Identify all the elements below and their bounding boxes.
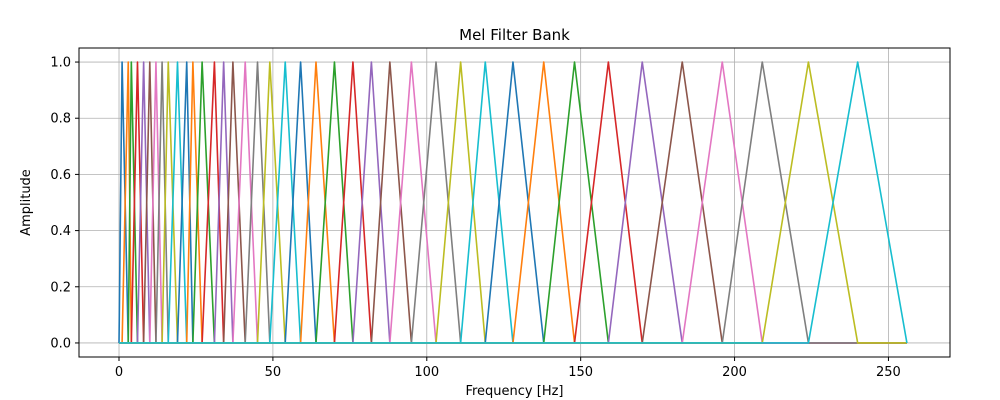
filter-line-27 [119,61,907,344]
x-axis-label: Frequency [Hz] [465,384,563,399]
filter-line-3 [119,61,907,344]
y-tick-label: 0.0 [50,336,71,351]
filter-line-4 [119,61,907,344]
filter-line-18 [119,61,907,344]
y-tick-label: 0.4 [50,224,71,239]
y-tick-label: 0.2 [50,280,71,295]
filter-line-22 [119,61,907,344]
filter-line-38 [119,61,907,344]
filter-line-1 [118,61,907,344]
x-tick-label: 200 [722,365,747,380]
plot-frame [78,47,951,358]
filter-line-6 [119,61,907,344]
filter-line-10 [119,61,907,344]
filter-line-17 [119,61,907,344]
y-tick-label: 0.6 [50,168,71,183]
filter-line-35 [119,61,907,344]
filter-line-39 [119,61,907,344]
filter-line-34 [119,61,907,344]
filter-line-15 [119,61,907,344]
y-tick-label: 0.8 [50,112,71,127]
filter-line-25 [119,61,907,344]
chart-title: Mel Filter Bank [459,26,570,44]
filter-line-20 [119,61,907,344]
grid [79,48,950,357]
filter-line-8 [119,61,907,344]
filter-line-29 [119,61,907,344]
filter-line-28 [119,61,907,344]
filter-line-19 [119,61,907,344]
filter-line-14 [119,61,907,344]
filter-line-24 [119,61,907,344]
filter-line-5 [119,61,907,344]
x-tick-label: 0 [115,365,123,380]
filter-line-33 [119,61,907,344]
filter-line-9 [119,61,907,344]
filter-line-21 [119,61,907,344]
filter-series [118,61,908,344]
filter-line-40 [119,61,908,344]
filter-line-11 [119,61,907,344]
x-tick-label: 250 [876,365,901,380]
filter-line-23 [119,61,907,344]
filter-line-13 [119,61,907,344]
filter-line-32 [119,61,907,344]
filter-line-12 [119,61,907,344]
filter-line-7 [119,61,907,344]
filter-line-37 [119,61,907,344]
filter-line-31 [119,61,907,344]
y-tick-label: 1.0 [50,56,71,71]
filter-line-30 [119,61,907,344]
y-axis-label: Amplitude [19,169,34,236]
filter-line-36 [119,61,907,344]
axes: 0 50 100 150 200 250 0.0 0.2 0.4 0.6 0.8 1.0 [50,56,901,380]
filter-line-26 [119,61,907,344]
x-tick-label: 150 [568,365,593,380]
filter-line-16 [119,61,907,344]
x-tick-label: 100 [414,365,439,380]
x-tick-label: 50 [265,365,282,380]
filter-line-2 [119,61,907,344]
